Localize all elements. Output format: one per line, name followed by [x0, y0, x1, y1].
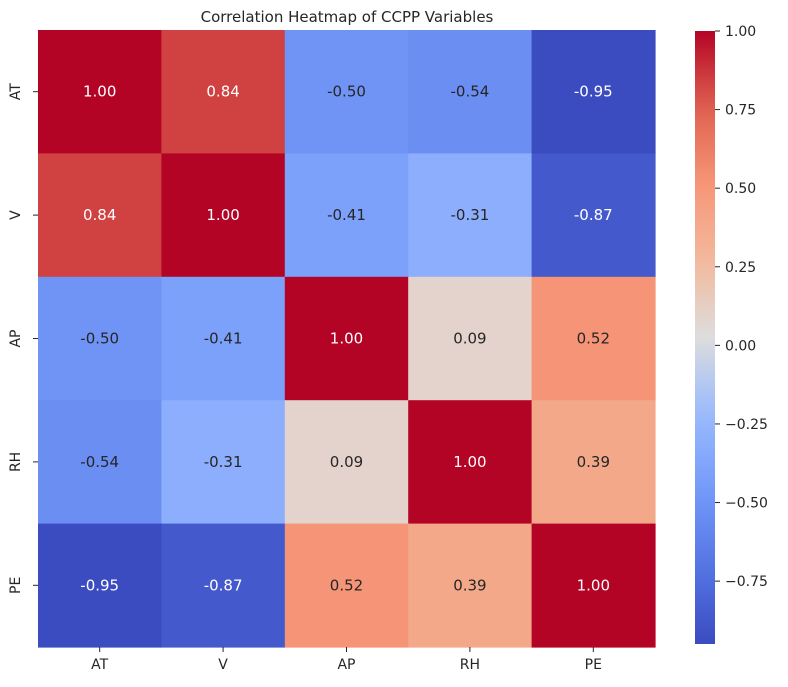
- cell-value-label: -0.31: [204, 453, 243, 471]
- cell-value-label: -0.95: [80, 576, 119, 594]
- heatmap-cell: [161, 30, 286, 154]
- cell-value-label: -0.87: [204, 576, 243, 594]
- y-tick-label: V: [8, 210, 24, 220]
- cell-value-label: -0.50: [80, 330, 119, 348]
- x-tick-label: AP: [337, 657, 355, 673]
- heatmap-cell: [531, 523, 656, 648]
- colorbar-tick-label: 1.00: [725, 24, 756, 40]
- y-tick-label: RH: [8, 452, 24, 472]
- heatmap-cells: 1.00 0.84 -0.50 -0.54 -0.95 0.84 1.00 -0.41 -0.3…: [38, 30, 656, 648]
- heatmap-cell: [161, 153, 286, 278]
- colorbar-tick-label: −0.75: [725, 574, 768, 590]
- cell-value-label: 0.09: [453, 330, 486, 348]
- heatmap-cell: [38, 153, 162, 278]
- cell-value-label: -0.54: [450, 83, 489, 101]
- heatmap-cell: [284, 153, 409, 278]
- colorbar-tick-label: 0.50: [725, 181, 756, 197]
- cell-value-label: -0.41: [327, 206, 366, 224]
- colorbar-tick-label: 0.75: [725, 103, 756, 119]
- colorbar-tick-label: 0.00: [725, 338, 756, 354]
- colorbar-tick-label: −0.50: [725, 496, 768, 512]
- colorbar-ticks: 1.00 0.75 0.50 0.25 0.00 −0.25 −0.50 −0.75: [715, 24, 768, 590]
- cell-value-label: 1.00: [206, 206, 239, 224]
- y-tick-label: AP: [8, 329, 24, 347]
- cell-value-label: 1.00: [83, 83, 116, 101]
- cell-value-label: 0.52: [330, 576, 363, 594]
- heatmap-cell: [408, 153, 533, 278]
- heatmap-cell: [161, 400, 286, 525]
- cell-value-label: 1.00: [453, 453, 486, 471]
- heatmap-cell: [531, 30, 656, 154]
- colorbar-tick-label: −0.25: [725, 417, 768, 433]
- cell-value-label: 0.84: [83, 206, 116, 224]
- y-axis-ticks: AT V AP RH PE: [8, 83, 38, 594]
- y-tick-label: PE: [8, 577, 24, 594]
- heatmap-cell: [531, 400, 656, 525]
- heatmap-cell: [408, 276, 533, 401]
- x-tick-label: PE: [585, 657, 602, 673]
- heatmap-cell: [408, 400, 533, 525]
- heatmap-cell: [38, 276, 162, 401]
- heatmap-cell: [531, 276, 656, 401]
- heatmap-cell: [284, 276, 409, 401]
- heatmap-cell: [38, 523, 162, 648]
- cell-value-label: -0.41: [204, 330, 243, 348]
- heatmap-cell: [531, 153, 656, 278]
- heatmap-cell: [284, 400, 409, 525]
- colorbar: [695, 31, 715, 644]
- heatmap-cell: [38, 30, 162, 154]
- cell-value-label: 0.39: [577, 453, 610, 471]
- cell-value-label: -0.31: [450, 206, 489, 224]
- cell-value-label: -0.50: [327, 83, 366, 101]
- cell-value-label: 0.84: [206, 83, 239, 101]
- cell-value-label: 1.00: [330, 330, 363, 348]
- x-tick-label: V: [218, 657, 228, 673]
- heatmap-cell: [161, 276, 286, 401]
- x-tick-label: RH: [460, 657, 480, 673]
- chart-title: Correlation Heatmap of CCPP Variables: [201, 8, 494, 26]
- heatmap-cell: [284, 523, 409, 648]
- heatmap-cell: [284, 30, 409, 154]
- heatmap-cell: [38, 400, 162, 525]
- cell-value-label: 1.00: [577, 576, 610, 594]
- heatmap-cell: [408, 30, 533, 154]
- cell-value-label: -0.87: [574, 206, 613, 224]
- cell-value-label: 0.09: [330, 453, 363, 471]
- cell-value-label: -0.54: [80, 453, 119, 471]
- x-axis-ticks: AT V AP RH PE: [91, 647, 602, 673]
- cell-value-label: -0.95: [574, 83, 613, 101]
- y-tick-label: AT: [8, 83, 24, 100]
- colorbar-tick-label: 0.25: [725, 260, 756, 276]
- cell-value-label: 0.39: [453, 576, 486, 594]
- cell-value-label: 0.52: [577, 330, 610, 348]
- heatmap-cell: [161, 523, 286, 648]
- x-tick-label: AT: [91, 657, 108, 673]
- heatmap-cell: [408, 523, 533, 648]
